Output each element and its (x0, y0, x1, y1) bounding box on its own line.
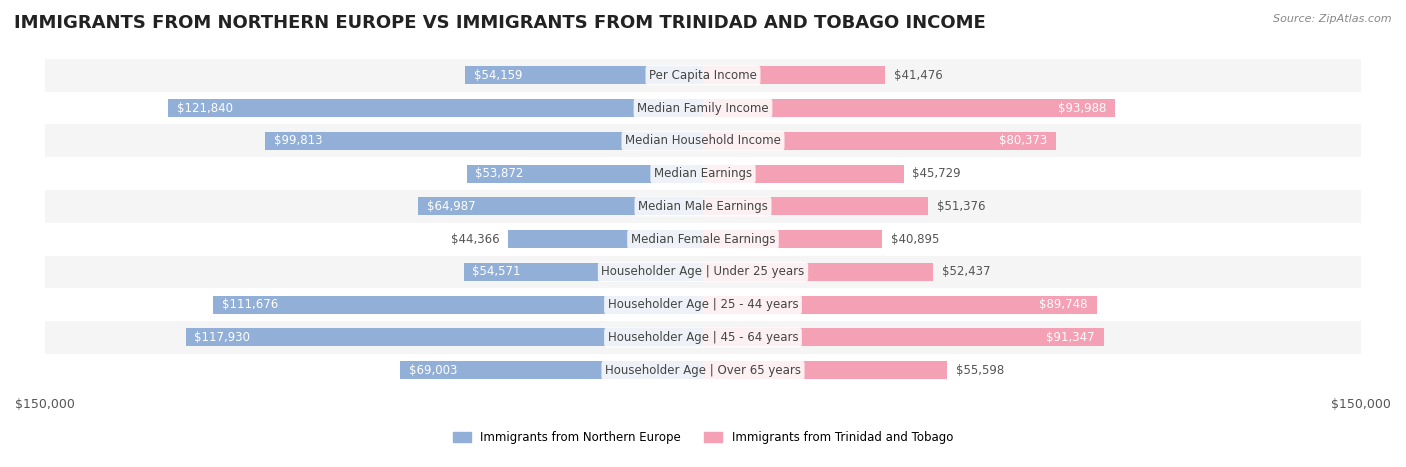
Text: Source: ZipAtlas.com: Source: ZipAtlas.com (1274, 14, 1392, 24)
Bar (464, 263, 703, 281)
Bar (214, 296, 703, 314)
Text: $54,571: $54,571 (472, 265, 520, 278)
Bar (45, 190, 1361, 223)
Text: IMMIGRANTS FROM NORTHERN EUROPE VS IMMIGRANTS FROM TRINIDAD AND TOBAGO INCOME: IMMIGRANTS FROM NORTHERN EUROPE VS IMMIG… (14, 14, 986, 32)
Text: $54,159: $54,159 (474, 69, 523, 82)
Text: Householder Age | 25 - 44 years: Householder Age | 25 - 44 years (607, 298, 799, 311)
Text: $53,872: $53,872 (475, 167, 524, 180)
Text: $80,373: $80,373 (998, 134, 1047, 148)
Text: $69,003: $69,003 (409, 364, 457, 377)
Bar (401, 361, 703, 379)
Bar (45, 125, 1361, 157)
Text: Householder Age | Under 25 years: Householder Age | Under 25 years (602, 265, 804, 278)
Bar (703, 66, 884, 85)
Text: $111,676: $111,676 (222, 298, 278, 311)
Text: $45,729: $45,729 (912, 167, 962, 180)
Text: $55,598: $55,598 (956, 364, 1004, 377)
Bar (45, 321, 1361, 354)
Text: Per Capita Income: Per Capita Income (650, 69, 756, 82)
Text: $91,347: $91,347 (1046, 331, 1095, 344)
Bar (703, 132, 1056, 150)
Text: Median Female Earnings: Median Female Earnings (631, 233, 775, 246)
Text: $51,376: $51,376 (938, 200, 986, 213)
Bar (45, 223, 1361, 255)
Text: $40,895: $40,895 (891, 233, 939, 246)
Text: $93,988: $93,988 (1059, 101, 1107, 114)
Text: $89,748: $89,748 (1039, 298, 1088, 311)
Text: $121,840: $121,840 (177, 101, 233, 114)
Bar (169, 99, 703, 117)
Text: Householder Age | Over 65 years: Householder Age | Over 65 years (605, 364, 801, 377)
Text: $44,366: $44,366 (451, 233, 499, 246)
Bar (45, 92, 1361, 125)
Bar (703, 263, 934, 281)
Bar (703, 296, 1097, 314)
Bar (703, 164, 904, 183)
Bar (703, 99, 1115, 117)
Bar (45, 255, 1361, 288)
Bar (703, 328, 1104, 347)
Text: Median Earnings: Median Earnings (654, 167, 752, 180)
Text: Median Family Income: Median Family Income (637, 101, 769, 114)
Legend: Immigrants from Northern Europe, Immigrants from Trinidad and Tobago: Immigrants from Northern Europe, Immigra… (449, 426, 957, 449)
Text: $41,476: $41,476 (894, 69, 942, 82)
Bar (266, 132, 703, 150)
Bar (45, 157, 1361, 190)
Bar (186, 328, 703, 347)
Bar (45, 288, 1361, 321)
Bar (45, 59, 1361, 92)
Text: Median Male Earnings: Median Male Earnings (638, 200, 768, 213)
Bar (418, 198, 703, 215)
Text: Householder Age | 45 - 64 years: Householder Age | 45 - 64 years (607, 331, 799, 344)
Text: $99,813: $99,813 (274, 134, 322, 148)
Text: Median Household Income: Median Household Income (626, 134, 780, 148)
Text: $64,987: $64,987 (426, 200, 475, 213)
Bar (465, 66, 703, 85)
Bar (509, 230, 703, 248)
Text: $52,437: $52,437 (942, 265, 990, 278)
Bar (703, 198, 928, 215)
Bar (703, 361, 946, 379)
Bar (703, 230, 883, 248)
Bar (45, 354, 1361, 387)
Bar (467, 164, 703, 183)
Text: $117,930: $117,930 (194, 331, 250, 344)
